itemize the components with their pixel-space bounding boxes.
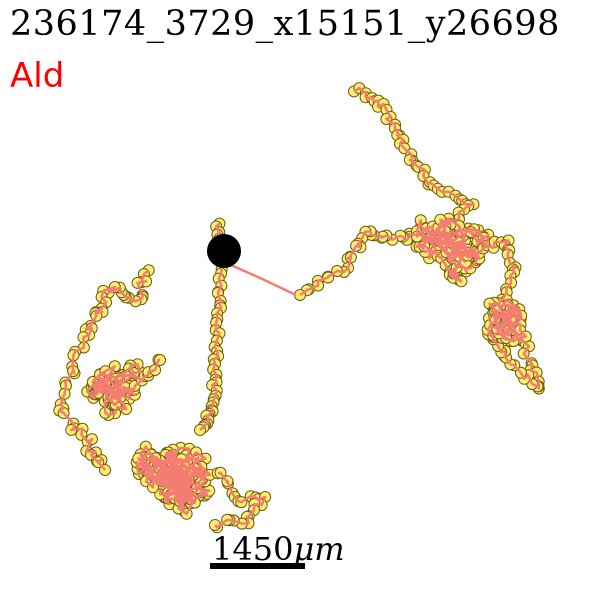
trajectory-segment bbox=[110, 358, 161, 400]
trajectory-segment bbox=[299, 86, 475, 297]
track-title: 236174_3729_x15151_y26698 bbox=[10, 4, 560, 44]
scale-bar-label: 1450μm bbox=[212, 530, 345, 568]
start-marker bbox=[207, 234, 241, 268]
trajectory-segment bbox=[214, 471, 267, 529]
trajectory-segment bbox=[223, 260, 297, 297]
condition-label: Ald bbox=[10, 56, 65, 96]
trajectory-segment bbox=[58, 269, 150, 471]
trajectory-points bbox=[53, 82, 545, 534]
trajectory-segment bbox=[415, 217, 490, 283]
scale-bar bbox=[210, 563, 305, 569]
trajectory-segment bbox=[467, 239, 541, 390]
scale-bar-unit: μm bbox=[293, 530, 345, 568]
trajectory-segment bbox=[135, 445, 212, 516]
trajectory-segment bbox=[86, 362, 142, 417]
scale-bar-value: 1450 bbox=[212, 530, 294, 568]
trajectory-segment bbox=[486, 298, 528, 343]
